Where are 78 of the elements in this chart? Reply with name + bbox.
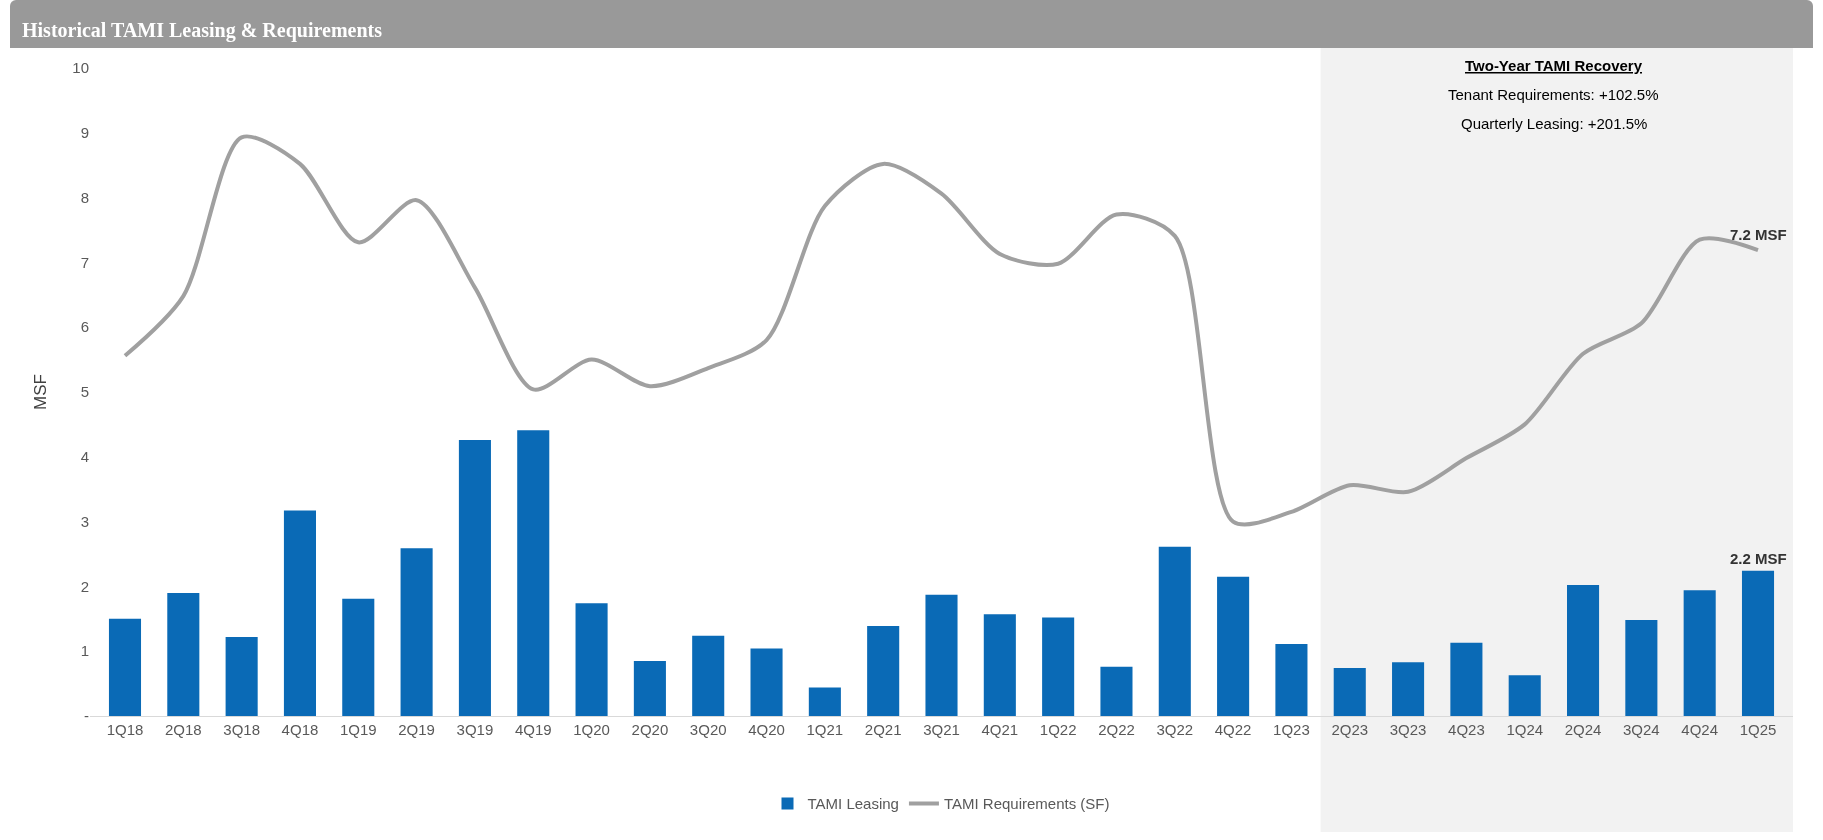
bar <box>692 635 725 716</box>
y-tick-label: 4 <box>80 448 89 466</box>
annotation: 2.2 MSF <box>1730 550 1787 567</box>
y-tick-label: - <box>84 707 89 725</box>
legend-label: TAMI Requirements (SF) <box>943 795 1110 813</box>
x-tick-label: 3Q24 <box>1623 721 1660 738</box>
bar <box>1567 585 1600 716</box>
x-tick-label: 3Q20 <box>689 721 727 738</box>
annotation: 7.2 MSF <box>1730 226 1787 243</box>
legend-label: TAMI Leasing <box>807 795 899 813</box>
bar <box>283 510 316 716</box>
annotation: Tenant Requirements: +102.5% <box>1448 86 1659 103</box>
x-tick-label: 4Q24 <box>1681 721 1719 738</box>
bar <box>750 648 783 716</box>
x-tick-label: 4Q22 <box>1214 721 1252 738</box>
y-axis-title: MSF <box>31 374 50 410</box>
bar <box>1217 576 1250 716</box>
chart-title: Historical TAMI Leasing & Requirements <box>10 0 1813 48</box>
x-tick-label: 1Q20 <box>573 721 610 738</box>
y-tick-label: 8 <box>80 188 89 206</box>
y-tick-label: 7 <box>80 253 89 271</box>
bar <box>458 439 491 716</box>
bar <box>633 660 666 716</box>
y-tick-label: 2 <box>80 577 89 595</box>
x-tick-label: 1Q19 <box>339 721 377 738</box>
x-tick-label: 2Q22 <box>1098 721 1135 738</box>
bar <box>1100 666 1133 716</box>
bar <box>575 603 608 716</box>
x-tick-label: 2Q18 <box>164 721 202 738</box>
y-tick-label: 5 <box>80 383 89 401</box>
bar <box>1333 668 1366 716</box>
x-tick-label: 3Q19 <box>456 721 494 738</box>
x-tick-label: 2Q23 <box>1331 721 1369 738</box>
x-tick-label: 4Q18 <box>281 721 319 738</box>
bar <box>1508 675 1541 716</box>
x-tick-label: 1Q22 <box>1039 721 1077 738</box>
bar <box>1275 644 1308 716</box>
x-tick-label: 4Q20 <box>748 721 785 738</box>
y-tick-label: 1 <box>80 642 89 660</box>
bar <box>1625 620 1658 716</box>
x-tick-label: 3Q23 <box>1389 721 1427 738</box>
bar <box>1392 662 1425 716</box>
x-tick-label: 2Q21 <box>864 721 902 738</box>
x-tick-label: 4Q21 <box>981 721 1019 738</box>
x-tick-label: 4Q19 <box>514 721 552 738</box>
bar <box>225 636 258 716</box>
bar <box>1158 546 1191 716</box>
x-tick-label: 1Q23 <box>1273 721 1310 738</box>
x-tick-label: 2Q20 <box>631 721 669 738</box>
bar <box>167 592 200 716</box>
bar <box>1683 590 1716 716</box>
bar <box>925 594 958 716</box>
y-tick-label: 6 <box>80 318 89 336</box>
bar <box>108 618 142 716</box>
x-tick-label: 1Q18 <box>106 721 144 738</box>
x-tick-label: 3Q18 <box>223 721 260 738</box>
y-tick-label: 9 <box>80 124 89 142</box>
x-tick-label: 3Q21 <box>923 721 960 738</box>
y-tick-label: 3 <box>80 512 89 530</box>
bar <box>1741 570 1775 716</box>
y-tick-label: 10 <box>72 59 89 77</box>
annotation: Two-Year TAMI Recovery <box>1465 57 1643 74</box>
x-tick-label: 2Q19 <box>398 721 435 738</box>
bar <box>342 598 375 716</box>
bar <box>517 430 550 716</box>
bar <box>808 687 841 716</box>
x-tick-label: 3Q22 <box>1156 721 1194 738</box>
bar <box>400 548 433 716</box>
x-tick-label: 1Q21 <box>806 721 844 738</box>
bar <box>867 625 900 716</box>
annotation: Quarterly Leasing: +201.5% <box>1461 115 1648 132</box>
bar <box>983 614 1016 716</box>
bar <box>1042 617 1075 716</box>
x-tick-label: 4Q23 <box>1448 721 1485 738</box>
x-tick-label: 1Q24 <box>1506 721 1544 738</box>
x-tick-label: 2Q24 <box>1564 721 1602 738</box>
x-tick-label: 1Q25 <box>1739 721 1777 738</box>
bar <box>1450 642 1483 716</box>
